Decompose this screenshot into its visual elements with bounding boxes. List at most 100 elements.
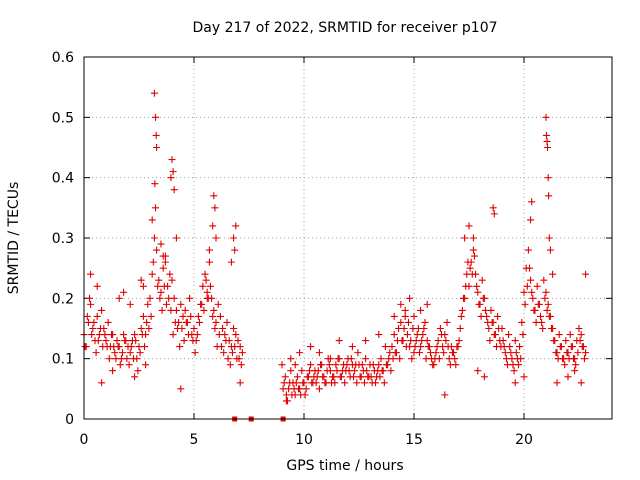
data-point [434,337,442,345]
data-point [325,361,333,369]
data-point [205,246,213,254]
data-point [171,318,179,326]
data-point [139,312,147,320]
data-point [367,373,375,381]
data-point [148,216,156,224]
data-point [486,337,494,345]
data-point [293,373,301,381]
data-point [131,331,139,339]
data-point [121,337,129,345]
data-point [413,331,421,339]
data-point [456,325,464,332]
data-point [455,337,463,345]
data-point [471,252,478,260]
plot-frame [83,56,613,420]
data-point [157,288,165,296]
y-tick-label: 0.3 [52,231,74,247]
data-point [526,264,533,272]
data-point [582,270,590,278]
data-point [234,337,242,345]
data-point [156,294,164,302]
data-point [222,337,230,345]
data-point [464,258,472,266]
data-point [321,379,329,387]
data-point [549,270,557,278]
data-point [323,367,331,375]
data-point [223,318,231,326]
data-point [521,300,529,308]
data-point [542,113,550,121]
data-point [218,343,225,351]
data-point [390,312,398,320]
data-point [198,300,206,308]
data-point [98,306,106,314]
data-point [81,343,89,351]
data-point [474,367,482,375]
data-point [485,325,493,332]
data-point [544,144,552,151]
data-point [406,294,414,302]
data-point [103,343,111,351]
data-point [506,343,514,351]
data-point [581,355,588,363]
data-point [111,349,119,357]
data-point [116,361,124,369]
data-point [210,192,218,200]
data-point [98,379,106,387]
data-point [157,240,165,248]
data-point [423,300,431,308]
data-point [302,385,310,393]
data-point [160,282,168,290]
data-point [202,276,210,284]
data-point [353,379,361,387]
data-point [377,355,385,363]
data-point [383,361,390,369]
data-point [422,355,430,363]
data-point [231,343,239,351]
data-point [550,337,558,345]
data-point [119,349,126,357]
data-point [214,300,222,308]
data-point [104,318,112,326]
data-point [165,294,173,302]
data-point [134,367,142,375]
data-point [203,294,211,302]
data-point [504,361,511,369]
data-point [216,312,224,320]
data-point [83,312,91,320]
data-point [211,325,219,332]
chart-title: Day 217 of 2022, SRMTID for receiver p10… [192,20,497,36]
data-point [142,361,150,369]
data-point [469,234,477,242]
y-axis-label: SRMTID / TECUs [6,182,22,295]
data-point [177,300,185,308]
data-point [354,349,362,357]
data-point [350,373,357,381]
data-point [543,306,551,314]
data-point [397,300,405,308]
data-point [424,343,432,351]
data-point [352,361,360,369]
data-point [125,361,133,369]
data-point [310,373,318,381]
data-point [207,282,214,290]
axis-ticks: 0 0.1 0.2 0.3 0.4 0.5 0.6 0 5 10 15 20 [52,50,612,448]
y-tick-label: 0.6 [52,50,74,66]
x-tick-label: 5 [190,432,199,448]
data-point [508,355,516,363]
data-point [92,349,100,357]
data-point [421,318,429,326]
data-point [232,331,240,339]
data-point [130,355,137,363]
data-point [291,361,299,369]
data-point [478,276,486,284]
data-point [295,385,302,393]
data-point [443,318,451,326]
data-point [559,355,566,363]
x-tick-label: 20 [515,432,533,448]
data-point [465,222,473,230]
data-point [212,318,220,326]
data-point [303,373,311,381]
data-point [278,361,286,369]
data-point [126,349,134,357]
